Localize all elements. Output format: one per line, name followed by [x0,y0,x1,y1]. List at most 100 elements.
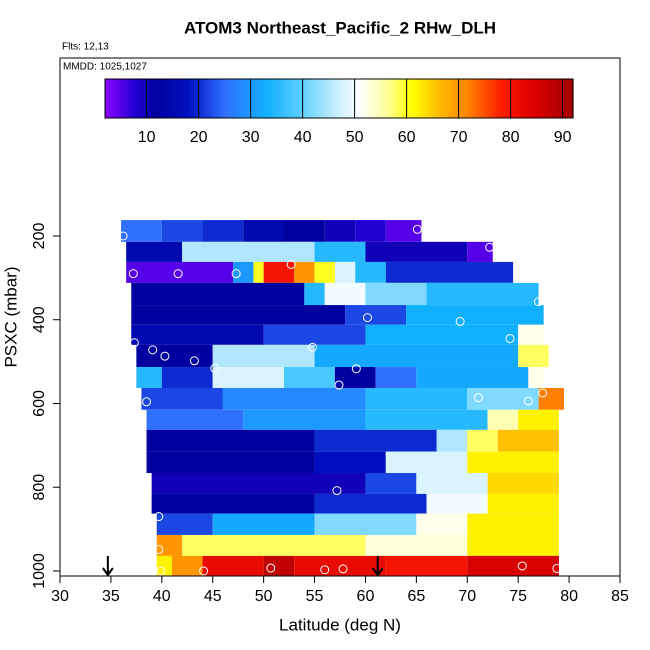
flight-point [156,566,166,576]
colorbar-cell [349,79,353,118]
colorbar-cell [352,79,356,118]
heatmap-cell [314,241,366,262]
heatmap-cell [172,555,203,576]
colorbar-cell [188,79,192,118]
colorbar-cell [162,79,166,118]
colorbar-cell [409,79,413,118]
heatmap-cell [334,367,376,388]
x-tick-label: 30 [51,588,69,605]
colorbar-cell [492,79,496,118]
heatmap-cell [365,534,468,556]
colorbar-cell [154,79,158,118]
colorbar-tick-label: 30 [242,129,260,146]
colorbar-cell [185,79,189,118]
colorbar-cell [536,79,540,118]
colorbar-cell [445,79,449,118]
colorbar-cell [211,79,215,118]
colorbar-cell [385,79,389,118]
heatmap-cell [146,451,315,473]
colorbar-cell [183,79,187,118]
colorbar-cell [190,79,194,118]
heatmap-cell [365,282,427,306]
x-tick-label: 60 [357,588,375,605]
flight-point [334,380,344,390]
heatmap-cell [314,429,437,452]
colorbar-cell [196,79,200,118]
x-tick-label: 80 [560,588,578,605]
x-tick-label: 55 [306,588,324,605]
colorbar-cell [164,79,168,118]
colorbar-cell [375,79,379,118]
colorbar-cell [292,79,296,118]
subtitle: Flts: 12,13 [62,42,109,53]
colorbar-cell [157,79,161,118]
colorbar-cell [294,79,298,118]
colorbar-cell [469,79,473,118]
colorbar-frame [104,78,574,119]
flight-point [128,269,138,279]
heatmap-cell [416,513,468,535]
colorbar-cell [110,79,114,118]
colorbar-cell [544,79,548,118]
colorbar-cell [307,79,311,118]
x-tick-label: 65 [407,588,425,605]
heatmap-cell [416,367,529,388]
heatmap-cell [156,513,213,535]
colorbar-cell [500,79,504,118]
heatmap-cell [467,241,493,262]
flight-point [142,397,152,407]
colorbar-cell [495,79,499,118]
colorbar-cell [313,79,317,118]
colorbar-cell [404,79,408,118]
flight-point [523,396,533,406]
heatmap-cell [518,409,559,430]
colorbar-tick-label: 70 [450,129,468,146]
colorbar-cell [193,79,197,118]
heatmap-cell [314,513,417,535]
y-tick-label: 400 [31,306,48,333]
colorbar-cell [214,79,218,118]
colorbar-cell [461,79,465,118]
colorbar-cell [466,79,470,118]
colorbar-cell [505,79,509,118]
colorbar-cell [346,79,350,118]
colorbar-cell [128,79,132,118]
colorbar-cell [138,79,142,118]
heatmap-cell [263,324,366,345]
heatmap-cell [487,472,559,494]
colorbar-cell [515,79,519,118]
colorbar-cell [557,79,561,118]
colorbar-cell [159,79,163,118]
heatmap-cell [467,451,559,473]
colorbar-cell [216,79,220,118]
colorbar-cell [437,79,441,118]
colorbar-cell [547,79,551,118]
colorbar-cell [167,79,171,118]
colorbar-tick-label: 80 [502,129,520,146]
colorbar-cell [255,79,259,118]
colorbar-cell [133,79,137,118]
heatmap-cell [131,305,346,325]
flight-point [455,316,465,326]
heatmap-cell [518,324,544,345]
marker-arrow [371,556,384,577]
heatmap-cell [467,555,559,576]
colorbar-cell [463,79,467,118]
colorbar-cell [531,79,535,118]
colorbar-cell [365,79,369,118]
heatmap-cell [182,534,366,556]
colorbar-tick-label: 50 [346,129,364,146]
colorbar-cell [432,79,436,118]
heatmap-cell [146,409,244,430]
heatmap-cell [426,493,488,514]
colorbar-cell [518,79,522,118]
colorbar-cell [235,79,239,118]
heatmap-cell [182,241,315,262]
heatmap-cell [385,451,468,473]
colorbar-cell [261,79,265,118]
heatmap-cell [538,387,564,410]
flight-point [160,351,170,361]
y-tick-label: 800 [31,474,48,501]
heatmap-cell [131,282,305,306]
flight-point [199,566,209,576]
